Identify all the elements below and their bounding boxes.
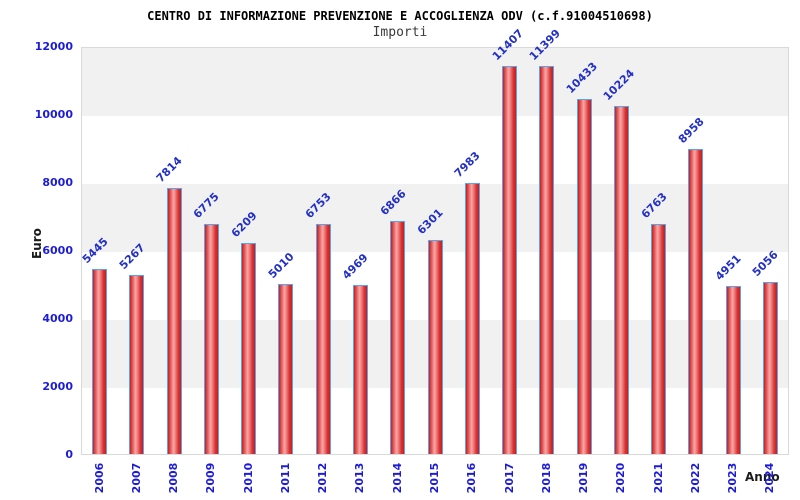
bar: [576, 99, 592, 454]
bar-value-label: 5010: [265, 250, 297, 281]
x-tick-label: 2020: [614, 462, 628, 494]
y-tick-label: 0: [65, 448, 73, 461]
y-tick-label: 6000: [42, 244, 73, 257]
x-tick-label: 2007: [129, 462, 143, 494]
x-tick-label: 2018: [539, 462, 553, 494]
bar: [725, 286, 741, 454]
bar: [129, 275, 145, 454]
x-tick-label: 2016: [465, 462, 479, 494]
bar-value-label: 10433: [563, 59, 601, 96]
bar: [352, 285, 368, 454]
bar: [688, 149, 704, 454]
bar: [427, 240, 443, 454]
bar: [539, 66, 555, 454]
bar-value-label: 7814: [153, 154, 185, 185]
plot-area: 5445 5267 7814 6775 6209 5010 6753 4969 6866 6301…: [79, 27, 789, 455]
bar: [390, 221, 406, 454]
bar: [315, 224, 331, 454]
x-tick-label: 2011: [278, 462, 292, 494]
bar-value-label: 4951: [712, 252, 744, 283]
bar-value-label: 6775: [191, 190, 223, 221]
chart-subtitle: Importi: [372, 25, 428, 40]
bar-value-label: 8958: [675, 115, 707, 146]
x-tick-label: 2010: [241, 462, 255, 494]
bar: [464, 183, 480, 454]
x-axis-label: Anno: [745, 470, 780, 484]
bar-value-label: 5267: [116, 241, 148, 272]
x-tick-label: 2017: [502, 462, 516, 494]
bar-value-label: 5056: [750, 248, 782, 279]
y-tick-label: 8000: [42, 176, 73, 189]
bar-value-label: 6763: [638, 190, 670, 221]
bar: [651, 224, 667, 454]
x-tick-label: 2013: [353, 462, 367, 494]
bar: [502, 66, 518, 454]
bar-value-label: 6209: [228, 209, 260, 240]
bar-value-label: 5445: [79, 235, 111, 266]
y-tick-label: 10000: [34, 108, 73, 121]
bar: [166, 188, 182, 454]
bar: [203, 224, 219, 454]
bar: [762, 282, 778, 454]
chart-title: CENTRO DI INFORMAZIONE PREVENZIONE E ACC…: [147, 9, 653, 23]
bar-value-label: 6753: [303, 190, 334, 221]
bar: [241, 243, 257, 454]
x-tick-label: 2019: [577, 462, 591, 494]
x-tick-label: 2022: [688, 462, 702, 494]
x-tick-label: 2015: [428, 462, 441, 494]
y-tick-label: 4000: [42, 312, 73, 325]
bar-value-label: 6301: [414, 206, 446, 237]
x-tick-label: 2008: [167, 462, 181, 494]
y-tick-label: 12000: [34, 40, 73, 53]
bar-value-label: 4969: [340, 251, 372, 282]
bar-value-label: 7983: [452, 149, 483, 180]
x-tick-label: 2021: [651, 462, 665, 494]
bar-value-label: 10224: [601, 66, 638, 103]
bar: [278, 284, 294, 454]
x-tick-label: 2014: [390, 462, 404, 494]
bar-value-label: 6866: [377, 187, 409, 218]
x-tick-label: 2023: [726, 462, 740, 494]
x-tick-label: 2006: [92, 462, 106, 494]
x-tick-label: 2012: [316, 462, 330, 494]
bar: [92, 269, 108, 454]
x-tick-label: 2024: [763, 462, 777, 494]
x-tick-label: 2009: [204, 462, 218, 494]
y-tick-label: 2000: [42, 380, 73, 393]
bar: [613, 106, 629, 454]
